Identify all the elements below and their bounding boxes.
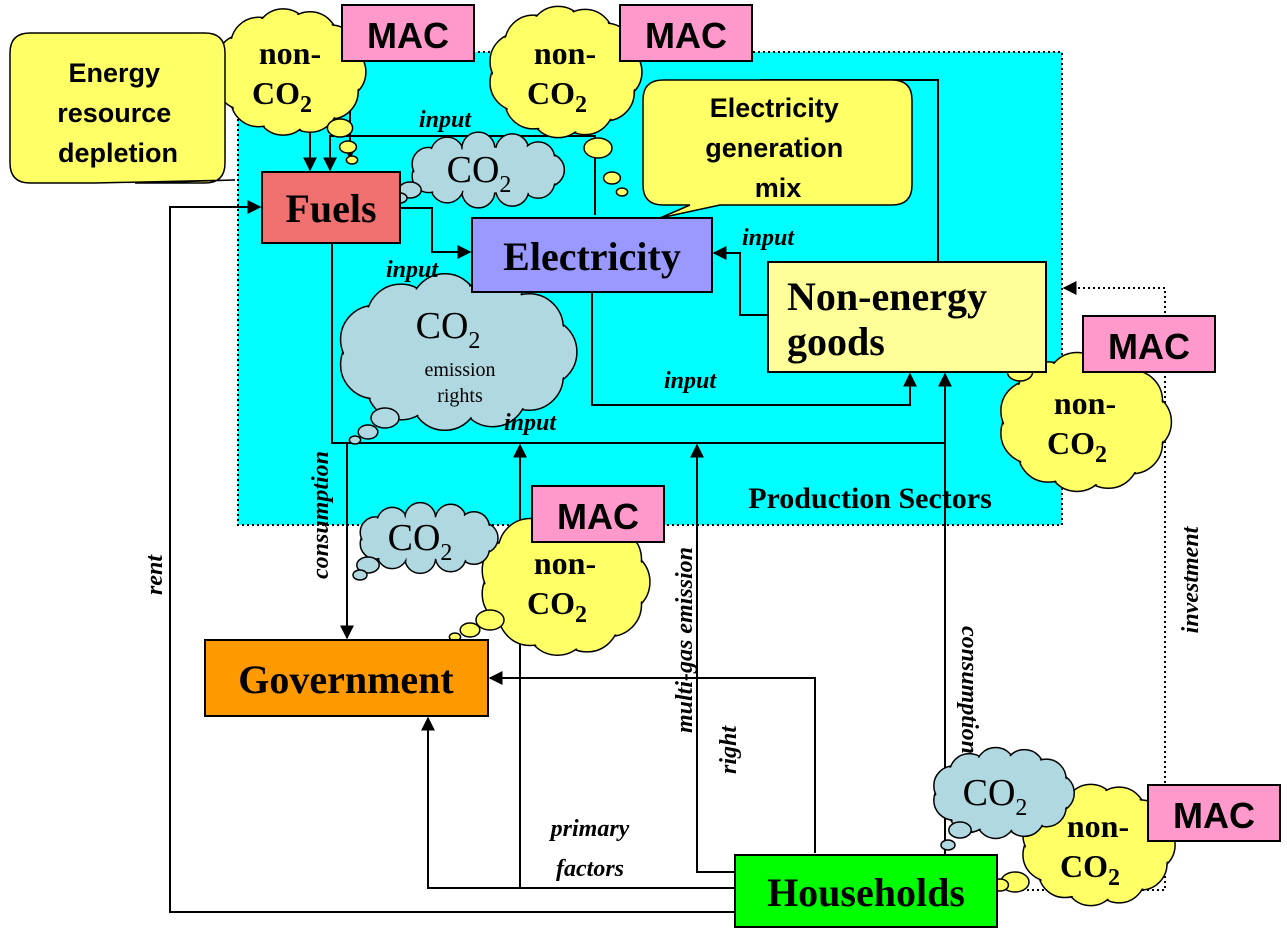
cloud-trail: [340, 141, 357, 153]
gas-label: non-: [1067, 808, 1129, 844]
mac-label: MAC: [557, 496, 639, 537]
node-label: Government: [238, 657, 454, 702]
co2-text: CO: [416, 305, 469, 347]
gas-text: CO: [1060, 848, 1108, 884]
edge-label: investment: [1178, 525, 1204, 633]
gas-label: non-: [534, 545, 596, 581]
gas-sub: 2: [1108, 865, 1120, 891]
edge-label: multi-gas emission: [672, 547, 698, 733]
gas-text: CO: [252, 75, 300, 111]
cloud-trail: [584, 138, 612, 158]
edge-label: input: [504, 410, 557, 436]
cloud-trail: [346, 156, 357, 164]
cloud-trail: [949, 822, 971, 838]
gas-text: CO: [527, 75, 575, 111]
edge-label: input: [419, 107, 472, 133]
node-label: goods: [787, 319, 885, 364]
gas-text: CO: [1047, 425, 1095, 461]
gas-sub: 2: [1095, 442, 1107, 468]
cloud-trail: [327, 119, 352, 137]
cloud-trail: [604, 172, 621, 184]
cloud-trail: [353, 570, 367, 580]
diagram: Energy resource depletion Electricity ge…: [0, 0, 1287, 929]
co2-text: CO: [388, 517, 441, 559]
mac-label: MAC: [367, 15, 449, 56]
node-label: Electricity: [503, 234, 681, 279]
gas-sub: 2: [575, 92, 587, 118]
co2-text: CO: [963, 772, 1016, 814]
callout-line: Electricity: [710, 93, 839, 123]
gas-sub: 2: [575, 602, 587, 628]
co2-text: CO: [447, 149, 500, 191]
edge-label: consumption: [308, 451, 334, 579]
cloud-trail: [358, 425, 378, 439]
mac-label: MAC: [645, 15, 727, 56]
edge-label: right: [716, 725, 742, 774]
edge-label: input: [742, 225, 795, 251]
mac-label: MAC: [1173, 795, 1255, 836]
edge-label: input: [664, 368, 717, 394]
callout-line: mix: [755, 173, 802, 203]
gas-label: non-: [1054, 385, 1116, 421]
co2-sub: 2: [440, 540, 452, 566]
flow-line: [490, 678, 815, 853]
callout-line: Energy: [68, 58, 160, 88]
edge-label: consumption: [956, 626, 982, 754]
cloud-trail: [476, 610, 504, 630]
co2-sub: 2: [468, 328, 480, 354]
callout-line: generation: [705, 133, 843, 163]
node-label: Non-energy: [787, 274, 987, 319]
mac-label: MAC: [1108, 326, 1190, 367]
cloud-trail: [460, 623, 480, 637]
callout-line: resource: [57, 98, 171, 128]
callout-text: Energy resource depletion: [57, 58, 179, 168]
emission-label: emission: [424, 359, 495, 381]
cloud-trail: [349, 436, 360, 444]
edge-label: factors: [556, 856, 624, 882]
edge-label: input: [386, 257, 439, 283]
node-label: Fuels: [285, 186, 376, 231]
gas-label: non-: [534, 35, 596, 71]
cloud-trail: [941, 840, 955, 850]
gas-text: CO: [527, 585, 575, 621]
cloud-trail: [616, 188, 627, 196]
edge-label: rent: [142, 554, 168, 595]
callout-line: depletion: [58, 138, 178, 168]
gas-sub: 2: [300, 92, 312, 118]
edge-label: primary: [549, 816, 630, 842]
co2-sub: 2: [1015, 795, 1027, 821]
emission-label: rights: [437, 385, 483, 407]
node-label: Households: [767, 870, 965, 915]
cloud-trail: [371, 408, 399, 428]
region-label: Production Sectors: [748, 482, 992, 515]
gas-label: non-: [259, 35, 321, 71]
co2-sub: 2: [499, 172, 511, 198]
